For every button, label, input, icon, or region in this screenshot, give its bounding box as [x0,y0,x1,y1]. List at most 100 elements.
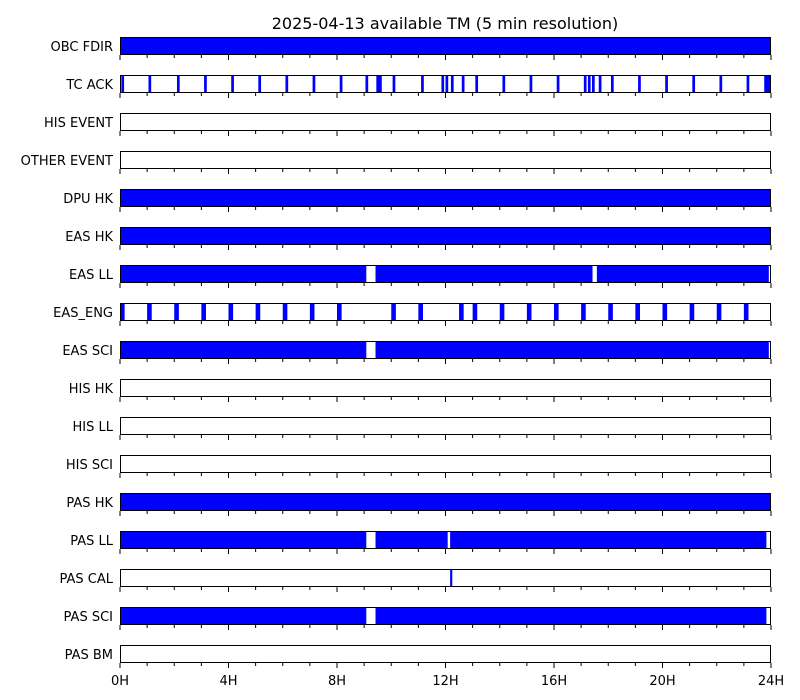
x-axis: 0H 4H 8H 12H 16H 20H 24H [111,674,784,689]
availability-bar [339,75,343,93]
availability-bar [719,75,723,93]
availability-bar [596,265,769,283]
availability-bar [376,75,382,93]
row-frame [120,645,771,663]
row-frame [120,379,771,397]
row-label: OBC FDIR [51,40,114,55]
availability-bar [764,75,771,93]
availability-bar [598,75,602,93]
row-tc-ack: TC ACK [65,75,772,98]
availability-bar [120,607,367,625]
row-his-ll: HIS LL [73,417,772,440]
x-tick-label: 8H [328,674,346,689]
availability-bar [365,75,369,93]
row-label: EAS HK [65,230,113,245]
row-outline [120,227,771,245]
availability-bar [638,75,641,93]
row-his-sci: HIS SCI [66,455,772,478]
availability-bar [591,75,595,93]
row-outline [120,37,771,55]
row-label: PAS CAL [60,572,114,587]
availability-bar [421,75,424,93]
availability-bar [309,303,315,321]
row-frame [120,303,771,321]
row-outline [120,455,771,473]
availability-bar [450,75,454,93]
row-outline [120,151,771,169]
x-tick-label: 16H [541,674,567,689]
availability-bar [583,75,587,93]
row-outline [120,113,771,131]
x-tick-label: 24H [758,674,784,689]
row-label: PAS HK [66,496,113,511]
row-label: PAS SCI [64,610,113,625]
row-outline [120,189,771,207]
availability-bar [258,75,262,93]
availability-bar [689,303,695,321]
row-label: HIS LL [73,420,114,435]
availability-bar [312,75,316,93]
row-label: OTHER EVENT [21,154,113,169]
availability-bar [610,75,614,93]
availability-bar [120,493,771,511]
row-label: HIS EVENT [44,116,113,131]
row-eas-hk: EAS HK [65,227,772,250]
availability-bar [174,303,179,321]
row-label: EAS LL [69,268,114,283]
row-outline [120,607,771,625]
row-frame [120,455,771,473]
availability-bar [375,265,593,283]
availability-bar [475,75,479,93]
availability-bar [121,75,125,93]
availability-bar [441,75,445,93]
availability-bar [337,303,342,321]
availability-bar [392,75,396,93]
availability-bar [120,189,771,207]
row-outline [120,303,771,321]
row-label: EAS_ENG [53,306,113,321]
row-outline [120,265,771,283]
row-label: EAS SCI [62,344,113,359]
row-outline [120,75,771,93]
availability-bar [692,75,696,93]
availability-bar [148,75,152,93]
availability-bar [450,569,453,587]
availability-bar [120,531,367,549]
availability-bar [120,227,771,245]
availability-bar [204,75,207,93]
row-dpu-hk: DPU HK [63,189,772,212]
row-label: PAS BM [65,648,113,663]
availability-bar [375,607,767,625]
row-label: DPU HK [63,192,113,207]
availability-bar [147,303,152,321]
row-label: HIS HK [69,382,114,397]
row-frame [120,569,771,587]
availability-bar [228,303,234,321]
row-obc-fdir: OBC FDIR [51,37,772,60]
availability-bar [554,303,559,321]
row-label: PAS LL [70,534,114,549]
row-outline [120,379,771,397]
row-pas-bm: PAS BM [65,645,772,668]
row-outline [120,645,771,663]
chart-rows: OBC FDIR TC ACK HIS EVENT OTHER EVENT DPU HK… [21,37,772,668]
row-outline [120,531,771,549]
availability-bar [587,75,591,93]
availability-bar [418,303,423,321]
row-frame [120,151,771,169]
row-outline [120,417,771,435]
availability-bar [502,75,506,93]
availability-bar [120,341,367,359]
x-tick-label: 0H [111,674,129,689]
row-outline [120,341,771,359]
row-frame [120,417,771,435]
row-label: TC ACK [65,78,113,93]
availability-bar [665,75,668,93]
row-eas-eng: EAS_ENG [53,303,772,326]
availability-bar [201,303,206,321]
row-pas-cal: PAS CAL [60,569,772,592]
availability-bar [450,531,767,549]
x-tick-label: 12H [432,674,458,689]
availability-bar [581,303,586,321]
